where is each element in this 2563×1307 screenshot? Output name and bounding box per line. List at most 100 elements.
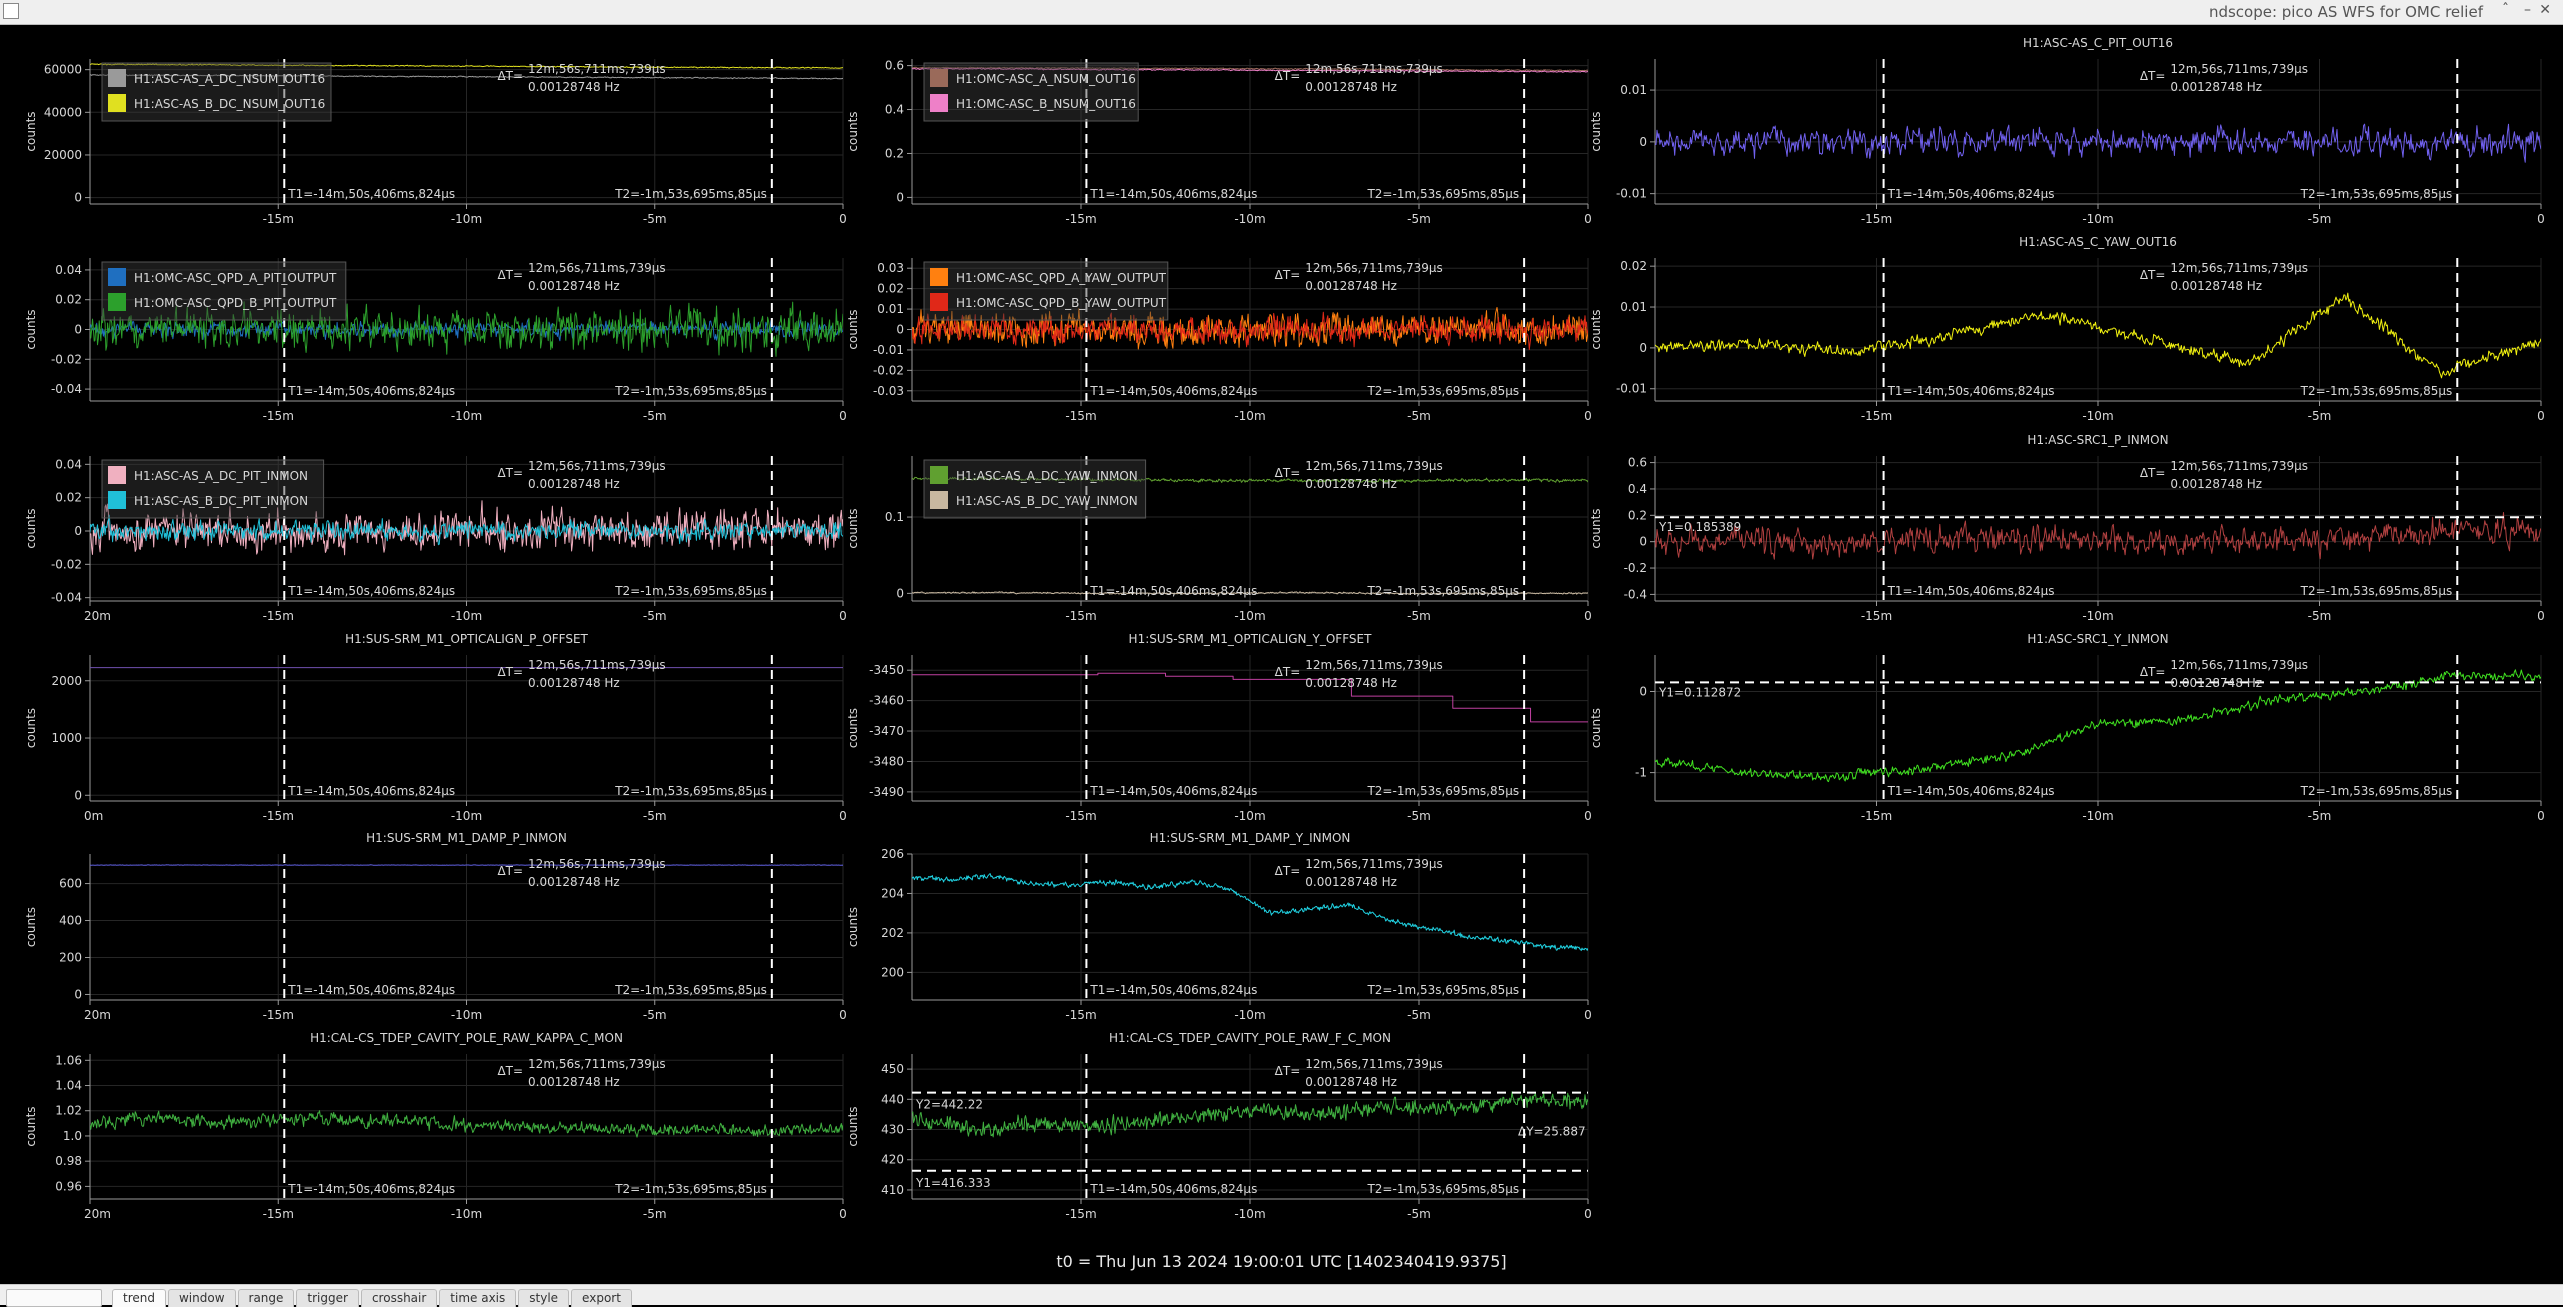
plot-title: H1:ASC-SRC1_P_INMON [2027,433,2168,447]
y-tick-label: 450 [881,1062,904,1076]
x-tick-label: -5m [2308,409,2332,423]
data-group [912,66,1588,73]
y-tick-label: 0.4 [885,103,904,117]
plot-p32[interactable]: -1 0 -15m -10m -5m 0 counts H1:ASC-SRC1_Y_INMON… [1589,632,2545,823]
cursor-t2-label: T2=-1m,53s,695ms,85μs [2300,584,2453,598]
x-tick-label: -5m [1407,809,1431,823]
plot-p41[interactable]: 200 202 204 206 -15m -10m -5m 0 counts H1:SUS-SRM… [846,831,1592,1022]
y-tick-label: 0 [896,190,904,204]
y-tick-label: -0.01 [873,343,904,357]
window-minimize-button[interactable]: – [2524,2,2531,18]
legend-entry: H1:ASC-AS_B_DC_PIT_INMON [134,494,308,508]
y-tick-label: 200 [59,950,82,964]
delta-t-value: 12m,56s,711ms,739μs [2170,658,2308,672]
delta-t-value: 12m,56s,711ms,739μs [1305,62,1443,76]
plot-p11[interactable]: -0.03 -0.02 -0.01 0 0.01 0.02 0.03 -15m -10m -5m 0… [846,258,1592,423]
y-tick-label: 0.03 [877,261,904,275]
plot-p50[interactable]: 0.96 0.98 1.0 1.02 1.04 1.06 20m -15m -10m -5m 0 co… [24,1031,847,1221]
plot-p00[interactable]: 0 20000 40000 60000 -15m -10m -5m 0 counts T1=-14… [24,59,847,226]
plot-p21[interactable]: 0 0.1 -15m -10m -5m 0 counts T1=-14m,50s,406ms,… [846,456,1592,623]
y-tick-label: 60000 [44,63,82,77]
tab-time-axis[interactable]: time axis [439,1289,517,1307]
y-tick-label: -0.04 [51,382,82,396]
y-tick-label: -0.01 [1616,382,1647,396]
y-tick-label: 0.6 [885,59,904,73]
delta-t-frequency: 0.00128748 Hz [528,676,620,690]
plot-title: H1:SUS-SRM_M1_DAMP_Y_INMON [1150,831,1351,845]
delta-t-frequency: 0.00128748 Hz [528,80,620,94]
plot-p01[interactable]: 0 0.2 0.4 0.6 -15m -10m -5m 0 counts T1=-14m,50s,… [846,59,1592,226]
plot-p51[interactable]: 410 420 430 440 450 -15m -10m -5m 0 counts H1:CAL-… [846,1031,1592,1221]
delta-t-label: ΔT= [1275,268,1301,282]
series-line [912,66,1588,72]
tab-range[interactable]: range [237,1289,295,1307]
cursor-t1-label: T1=-14m,50s,406ms,824μs [287,384,455,398]
x-tick-label: -10m [451,609,482,623]
x-tick-label: -5m [2308,609,2332,623]
tab-crosshair[interactable]: crosshair [360,1289,438,1307]
x-tick-label: -10m [2082,809,2113,823]
plot-p10[interactable]: -0.04 -0.02 0 0.02 0.04 -15m -10m -5m 0 counts T1=… [24,258,847,423]
cursor-t1-label: T1=-14m,50s,406ms,824μs [1089,187,1257,201]
y-tick-label: 40000 [44,105,82,119]
series-line [912,873,1588,952]
plot-p12[interactable]: -0.01 0 0.01 0.02 -15m -10m -5m 0 counts H1:ASC-A… [1589,235,2545,423]
y-tick-label: -0.4 [1624,587,1647,601]
delta-t-frequency: 0.00128748 Hz [2170,279,2262,293]
data-group [90,301,843,357]
legend-box [923,62,1139,122]
y-tick-label: -0.02 [51,557,82,571]
window-title: ndscope: pico AS WFS for OMC relief [2208,3,2483,21]
y-tick-label: 1.04 [55,1079,82,1093]
y-tick-label: -3470 [869,724,904,738]
y-axis-label: counts [1589,309,1603,349]
control-tab-bar: trend window range trigger crosshair tim… [0,1284,2563,1307]
x-tick-label: -5m [2308,212,2332,226]
y-axis-label: counts [24,1106,38,1146]
window-shade-button[interactable]: ˆ [2502,2,2509,18]
x-tick-label: -5m [1407,609,1431,623]
plot-p40[interactable]: 0 200 400 600 20m -15m -10m -5m 0 counts H1:SUS-SR… [24,831,847,1022]
y-tick-label: 0.1 [885,510,904,524]
plot-p31[interactable]: -3490 -3480 -3470 -3460 -3450 -15m -10m -5m 0 cou… [846,632,1592,823]
y-axis-label: counts [24,508,38,548]
legend-entry: H1:OMC-ASC_QPD_B_PIT_OUTPUT [134,296,337,310]
series-line [912,311,1588,350]
legend: H1:OMC-ASC_A_NSUM_OUT16 H1:OMC-ASC_B_NSUM… [923,62,1139,122]
y-axis-label: counts [846,1106,860,1146]
tab-export[interactable]: export [571,1289,632,1307]
tab-trend[interactable]: trend [112,1289,166,1307]
tab-window[interactable]: window [167,1289,236,1307]
plot-p22[interactable]: -0.4 -0.2 0 0.2 0.4 0.6 -15m -10m -5m 0 counts H1:A… [1589,433,2545,623]
y-tick-label: -0.02 [51,352,82,366]
y-cursor-label: Y1=416.333 [915,1176,991,1190]
x-tick-label: 20m [84,609,111,623]
delta-t-value: 12m,56s,711ms,739μs [1305,857,1443,871]
x-tick-label: -5m [1407,1207,1431,1221]
tab-trigger[interactable]: trigger [296,1289,359,1307]
control-combo[interactable] [6,1289,102,1307]
window-close-button[interactable]: ✕ [2539,2,2551,18]
legend-box [101,459,325,519]
series-line [912,672,1588,723]
cursor-t1-label: T1=-14m,50s,406ms,824μs [287,1182,455,1196]
x-tick-label: 0 [2537,609,2545,623]
plot-p20[interactable]: -0.04 -0.02 0 0.02 0.04 20m -15m -10m -5m 0 counts… [24,456,847,623]
title-bar: ndscope: pico AS WFS for OMC relief ˆ – … [0,0,2563,25]
legend-entry: H1:OMC-ASC_B_NSUM_OUT16 [956,97,1136,111]
cursor-t2-label: T2=-1m,53s,695ms,85μs [1366,1182,1519,1196]
cursor-t2-label: T2=-1m,53s,695ms,85μs [1366,187,1519,201]
plot-p02[interactable]: -0.01 0 0.01 -15m -10m -5m 0 counts H1:ASC-AS_C_… [1589,36,2545,226]
y-tick-label: 0.04 [55,457,82,471]
data-group [1655,123,2541,163]
app-icon [3,3,19,19]
tab-style[interactable]: style [518,1289,570,1307]
legend-swatch [108,94,126,112]
x-tick-label: -15m [1065,609,1096,623]
x-tick-label: 0 [2537,212,2545,226]
x-tick-label: -15m [263,1207,294,1221]
y-axis-label: counts [1589,708,1603,748]
x-tick-label: -10m [2082,609,2113,623]
